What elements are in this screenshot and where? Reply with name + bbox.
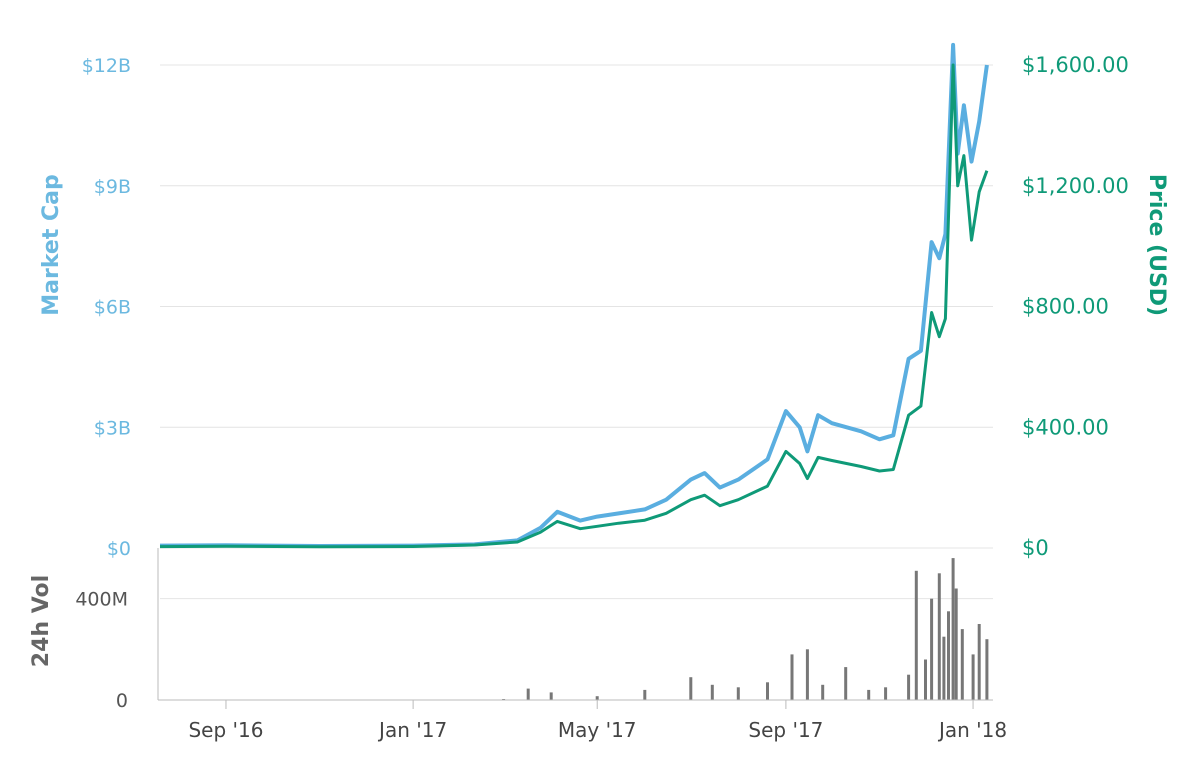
- price-ticks: $0 $400.00 $800.00 $1,200.00 $1,600.00: [1022, 53, 1129, 560]
- volume-bar: [977, 624, 981, 700]
- volume-bar: [951, 558, 955, 700]
- volume-bar: [736, 687, 740, 700]
- market-cap-tick-label: $9B: [94, 176, 131, 198]
- date-tick-label: Jan '17: [377, 718, 447, 742]
- volume-bar: [689, 677, 693, 700]
- price-line: [159, 63, 989, 549]
- volume-bar: [907, 674, 911, 700]
- volume-bar: [954, 588, 958, 700]
- market-cap-tick-label: $12B: [82, 55, 131, 77]
- market-cap-tick-label: $6B: [94, 297, 131, 319]
- volume-bar: [844, 667, 848, 700]
- market-cap-axis-title: Market Cap: [39, 174, 64, 315]
- price-tick-label: $400.00: [1022, 415, 1109, 439]
- volume-tick-label: 400M: [75, 589, 128, 611]
- volume-bar: [549, 692, 553, 700]
- market-cap-tick-label: $0: [107, 538, 131, 560]
- volume-tick-label: 0: [116, 690, 128, 712]
- volume-bar: [710, 684, 714, 700]
- volume-bar: [595, 696, 599, 700]
- date-tick-label: Jan '18: [937, 718, 1007, 742]
- volume-bar: [884, 687, 888, 700]
- volume-bar: [960, 629, 964, 700]
- market-cap-line: [159, 42, 989, 548]
- volume-bar: [526, 688, 530, 700]
- price-tick-label: $1,600.00: [1022, 53, 1129, 77]
- volume-bar: [805, 649, 809, 700]
- date-tick-label: May '17: [558, 718, 637, 742]
- volume-bar: [930, 598, 934, 700]
- volume-axis-title: 24h Vol: [29, 575, 54, 667]
- date-tick-label: Sep '17: [748, 718, 823, 742]
- volume-bar: [947, 611, 950, 700]
- volume-bar: [937, 573, 941, 700]
- price-tick-label: $0: [1022, 536, 1049, 560]
- volume-bar: [790, 654, 794, 700]
- volume-bar: [924, 659, 927, 700]
- main-grid: [160, 64, 993, 549]
- volume-ticks: 0 400M: [75, 589, 128, 712]
- volume-bars: [502, 558, 989, 700]
- date-ticks: Sep '16 Jan '17 May '17 Sep '17 Jan '18: [188, 700, 1007, 742]
- volume-bar: [867, 689, 871, 700]
- volume-bar: [914, 570, 918, 700]
- price-tick-label: $800.00: [1022, 295, 1109, 319]
- price-axis-title: Price (USD): [1144, 174, 1169, 316]
- volume-bar: [942, 636, 946, 700]
- volume-bar: [766, 682, 769, 700]
- volume-bar: [643, 689, 647, 700]
- volume-bar: [971, 654, 975, 700]
- market-cap-tick-label: $3B: [94, 417, 131, 439]
- volume-bar: [985, 639, 989, 700]
- price-tick-label: $1,200.00: [1022, 174, 1129, 198]
- market-cap-ticks: $0 $3B $6B $9B $12B: [82, 55, 131, 560]
- date-tick-label: Sep '16: [188, 718, 263, 742]
- volume-bar: [821, 684, 825, 700]
